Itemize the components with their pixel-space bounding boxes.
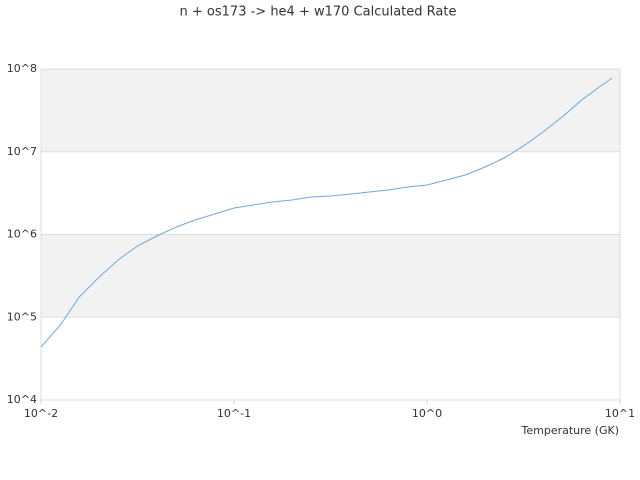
x-axis-label: Temperature (GK) [521, 424, 620, 437]
y-tick-label: 10^6 [7, 228, 37, 241]
x-tick-label: 10^-2 [24, 407, 58, 420]
y-tick-label: 10^4 [7, 393, 37, 406]
grid-band [41, 69, 620, 152]
y-tick-label: 10^7 [7, 145, 37, 158]
y-tick-label: 10^8 [7, 62, 37, 75]
x-tick-label: 10^1 [605, 407, 635, 420]
x-tick-label: 10^-1 [217, 407, 251, 420]
plot-border [40, 68, 621, 401]
x-tick-label: 10^0 [412, 407, 442, 420]
y-tick-label: 10^5 [7, 310, 37, 323]
grid-band [41, 234, 620, 318]
line-series [40, 77, 613, 348]
chart-title: n + os173 -> he4 + w170 Calculated Rate [180, 5, 457, 20]
